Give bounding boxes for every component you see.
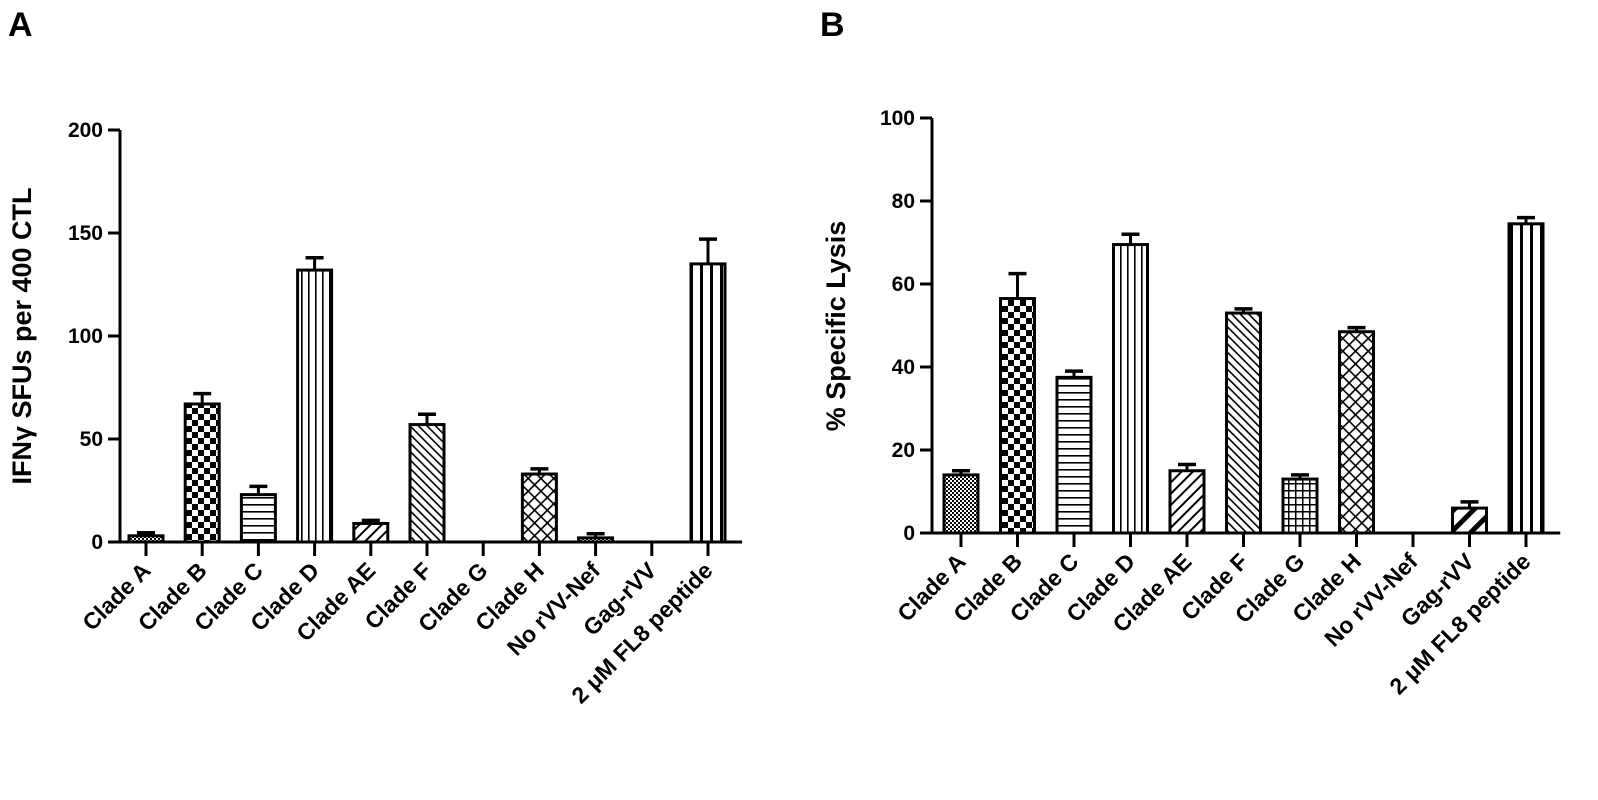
bar xyxy=(127,534,165,544)
bar xyxy=(352,521,390,544)
panel-a: A IFNγ SFUs per 400 CTL 050100150200Clad… xyxy=(7,6,743,708)
bar xyxy=(408,423,446,544)
bar xyxy=(1451,506,1488,535)
bar xyxy=(1168,469,1206,535)
y-tick-label: 40 xyxy=(892,356,915,379)
y-tick-label: 100 xyxy=(68,325,103,348)
bar xyxy=(239,493,277,544)
y-tick-label: 150 xyxy=(68,222,103,245)
panel-label-b: B xyxy=(820,6,845,44)
panel-label-a: A xyxy=(8,6,33,44)
bar xyxy=(1338,330,1375,535)
y-tick-label: 80 xyxy=(892,190,915,213)
y-tick-label: 50 xyxy=(80,428,103,451)
y-axis-title-b: % Specific Lysis xyxy=(821,221,851,432)
bar xyxy=(1112,243,1149,535)
bar xyxy=(577,536,615,544)
y-tick-label: 200 xyxy=(68,119,103,142)
bar xyxy=(1055,375,1093,535)
bar xyxy=(183,402,221,544)
bar xyxy=(1281,477,1319,535)
bar xyxy=(1507,222,1545,535)
bar xyxy=(296,268,334,544)
y-tick-label: 100 xyxy=(880,107,915,130)
y-tick-label: 60 xyxy=(892,273,915,296)
bar xyxy=(689,262,727,544)
y-tick-label: 20 xyxy=(892,439,915,462)
y-tick-label: 0 xyxy=(903,522,915,545)
bar xyxy=(999,297,1036,535)
y-tick-label: 0 xyxy=(91,531,103,554)
bar xyxy=(520,472,558,544)
y-axis-title-a: IFNγ SFUs per 400 CTL xyxy=(7,187,37,484)
bar xyxy=(942,473,980,535)
bar xyxy=(1225,311,1262,535)
